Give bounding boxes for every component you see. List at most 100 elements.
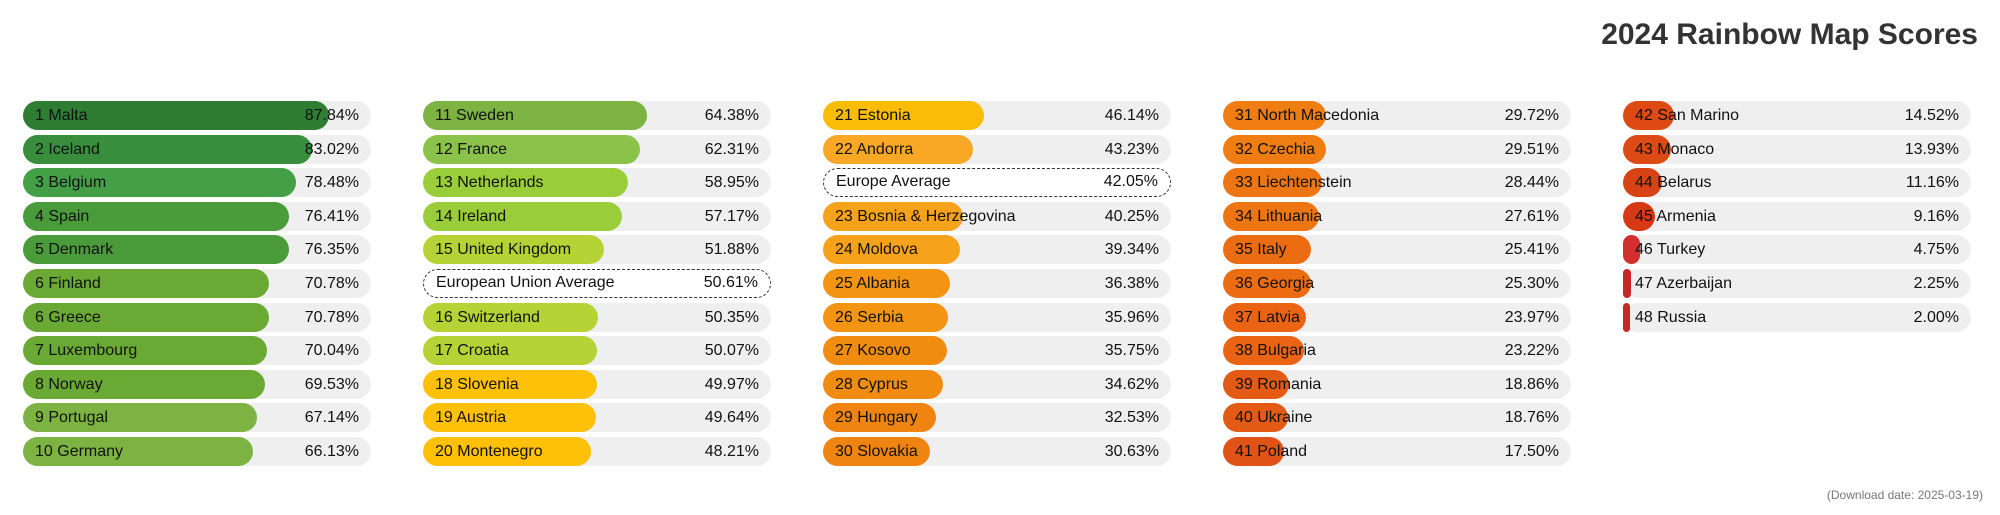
score-value-label: 4.75%	[1913, 241, 1959, 259]
score-bar	[1223, 268, 1312, 298]
country-row: 39 Romania 18.86%	[1223, 369, 1571, 399]
score-value-label: 36.38%	[1104, 274, 1159, 292]
score-bar	[23, 369, 265, 399]
score-value-label: 2.25%	[1913, 274, 1959, 292]
country-row: 30 Slovakia 30.63%	[823, 436, 1171, 466]
country-label: 6 Greece	[35, 308, 101, 326]
score-value-label: 18.86%	[1504, 375, 1559, 393]
country-label: 29 Hungary	[835, 409, 918, 427]
score-bar	[423, 436, 591, 466]
country-label: 10 Germany	[35, 442, 124, 460]
score-value-label: 49.97%	[704, 375, 759, 393]
country-row: 24 Moldova 39.34%	[823, 235, 1171, 265]
score-value-label: 35.96%	[1104, 308, 1159, 326]
score-bar	[823, 403, 937, 433]
score-bar	[1623, 168, 1662, 198]
score-value-label: 13.93%	[1904, 140, 1959, 158]
country-label: 25 Albania	[835, 274, 910, 292]
score-bar	[23, 134, 312, 164]
score-bar	[823, 369, 944, 399]
score-bar	[23, 268, 270, 298]
country-label: 15 United Kingdom	[435, 241, 572, 259]
country-row: 33 Liechtenstein 28.44%	[1223, 168, 1571, 198]
score-bar	[823, 268, 950, 298]
score-value-label: 67.14%	[304, 409, 359, 427]
country-row: 11 Sweden 64.38%	[423, 101, 771, 130]
country-row: 8 Norway 69.53%	[23, 369, 371, 399]
country-label: 45 Armenia	[1635, 207, 1716, 225]
country-label: 24 Moldova	[835, 241, 918, 259]
country-row: 21 Estonia 46.14%	[823, 101, 1171, 130]
score-bar	[23, 302, 270, 332]
score-value-label: 70.04%	[304, 342, 359, 360]
country-label: 32 Czechia	[1235, 140, 1316, 158]
country-row: 13 Netherlands 58.95%	[423, 168, 771, 198]
country-label: 17 Croatia	[435, 342, 509, 360]
country-label: 22 Andorra	[835, 140, 914, 158]
country-row: 22 Andorra 43.23%	[823, 134, 1171, 164]
score-bar	[1223, 403, 1289, 433]
country-row: 45 Armenia 9.16%	[1623, 201, 1971, 231]
score-value-label: 66.13%	[304, 442, 359, 460]
score-bar	[23, 336, 267, 366]
country-row: 4 Spain 76.41%	[23, 201, 371, 231]
score-bar	[423, 369, 597, 399]
country-row: 7 Luxembourg 70.04%	[23, 336, 371, 366]
score-value-label: 25.41%	[1504, 241, 1559, 259]
country-row: 40 Ukraine 18.76%	[1223, 403, 1571, 433]
score-value-label: 57.17%	[704, 207, 759, 225]
score-value-label: 32.53%	[1104, 409, 1159, 427]
country-label: 44 Belarus	[1635, 174, 1712, 192]
country-row: 46 Turkey 4.75%	[1623, 235, 1971, 265]
country-label: 3 Belgium	[35, 174, 107, 192]
chart-column: 11 Sweden 64.38% 12 France 62.31% 13 Netherl…	[423, 101, 771, 471]
country-row: 36 Georgia 25.30%	[1223, 268, 1571, 298]
score-bar	[23, 235, 289, 265]
country-label: 38 Bulgaria	[1235, 342, 1316, 360]
score-value-label: 23.22%	[1504, 342, 1559, 360]
country-row: 1 Malta 87.84%	[23, 101, 371, 130]
score-value-label: 27.61%	[1504, 207, 1559, 225]
country-label: 36 Georgia	[1235, 274, 1315, 292]
country-label: 23 Bosnia & Herzegovina	[835, 207, 1016, 225]
chart-column: 31 North Macedonia 29.72% 32 Czechia 29.51%…	[1223, 101, 1571, 471]
score-value-label: 48.21%	[704, 442, 759, 460]
country-label: 42 San Marino	[1635, 107, 1740, 124]
score-bar	[23, 201, 289, 231]
score-bar	[423, 235, 604, 265]
score-bar	[1223, 101, 1327, 130]
country-row: 29 Hungary 32.53%	[823, 403, 1171, 433]
country-label: 9 Portugal	[35, 409, 108, 427]
score-value-label: 49.64%	[704, 409, 759, 427]
score-value-label: 25.30%	[1504, 274, 1559, 292]
country-label: 16 Switzerland	[435, 308, 540, 326]
score-bar	[1223, 336, 1304, 366]
country-label: 47 Azerbaijan	[1635, 274, 1732, 292]
score-value-label: 23.97%	[1504, 308, 1559, 326]
score-value-label: 9.16%	[1913, 207, 1959, 225]
score-value-label: 39.34%	[1104, 241, 1159, 259]
score-value-label: 35.75%	[1104, 342, 1159, 360]
country-label: 31 North Macedonia	[1235, 107, 1380, 124]
country-label: 18 Slovenia	[435, 375, 519, 393]
score-value-label: 69.53%	[304, 375, 359, 393]
country-row: 32 Czechia 29.51%	[1223, 134, 1571, 164]
score-bar	[823, 336, 948, 366]
score-bar	[823, 235, 960, 265]
score-value-label: 78.48%	[304, 174, 359, 192]
country-label: 40 Ukraine	[1235, 409, 1313, 427]
country-row: 3 Belgium 78.48%	[23, 168, 371, 198]
chart-column: 42 San Marino 14.52% 43 Monaco 13.93% 44 Bel…	[1623, 101, 1971, 336]
score-bar	[1623, 101, 1674, 130]
score-bar	[1623, 201, 1655, 231]
country-label: 41 Poland	[1235, 442, 1308, 460]
score-value-label: 64.38%	[704, 107, 759, 124]
country-label: 21 Estonia	[835, 107, 911, 124]
country-row: 15 United Kingdom 51.88%	[423, 235, 771, 265]
country-label: 13 Netherlands	[435, 174, 544, 192]
score-bar	[1623, 235, 1640, 265]
country-row: 47 Azerbaijan 2.25%	[1623, 268, 1971, 298]
country-row: 28 Cyprus 34.62%	[823, 369, 1171, 399]
country-row: 6 Finland 70.78%	[23, 268, 371, 298]
country-row: 17 Croatia 50.07%	[423, 336, 771, 366]
